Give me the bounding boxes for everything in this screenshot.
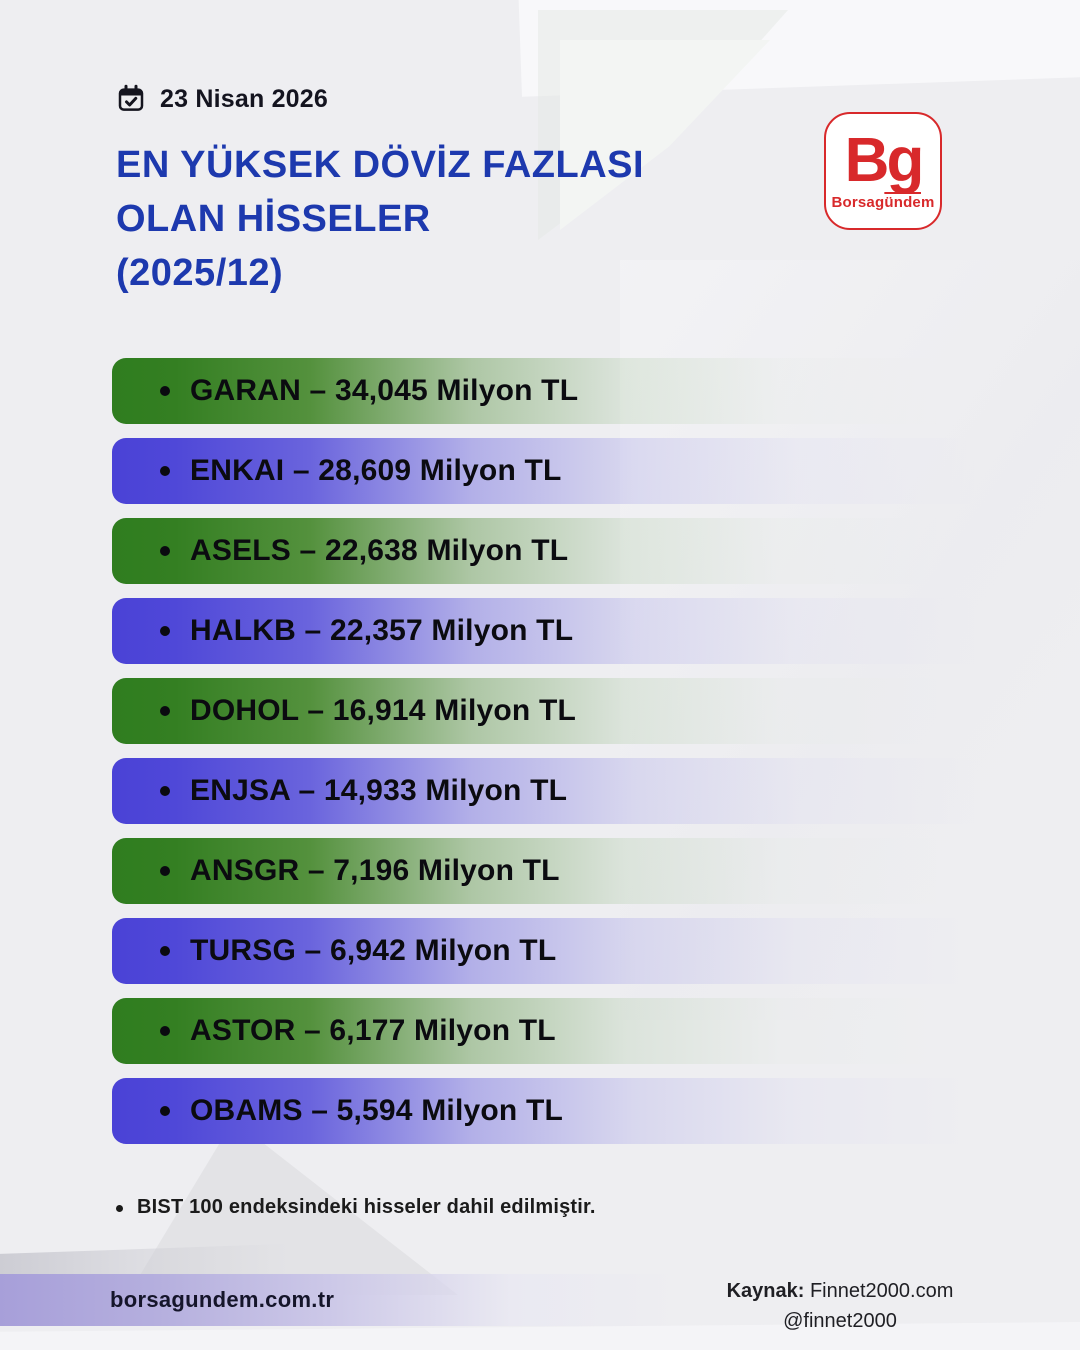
stock-label: ASELS – 22,638 Milyon TL [190, 534, 569, 567]
list-item-tursg: TURSG – 6,942 Milyon TL [112, 918, 1012, 984]
stock-label: HALKB – 22,357 Milyon TL [190, 614, 574, 647]
list-item-halkb: HALKB – 22,357 Milyon TL [112, 598, 1012, 664]
page-title: EN YÜKSEK DÖVİZ FAZLASI OLAN HİSSELER (2… [116, 138, 644, 300]
source-handle: @finnet2000 [783, 1310, 897, 1332]
bullet-dot [160, 866, 170, 876]
footnote: BIST 100 endeksindeki hisseler dahil edi… [116, 1196, 596, 1219]
list-item-garan: GARAN – 34,045 Milyon TL [112, 358, 1012, 424]
site-url: borsagundem.com.tr [110, 1287, 335, 1312]
bullet-dot [160, 466, 170, 476]
bullet-dot [160, 1106, 170, 1116]
stock-label: GARAN – 34,045 Milyon TL [190, 374, 579, 407]
list-item-obams: OBAMS – 5,594 Milyon TL [112, 1078, 1012, 1144]
bullet-dot [160, 946, 170, 956]
bullet-dot [160, 786, 170, 796]
source-line: Kaynak: Finnet2000.com [690, 1276, 990, 1306]
source-label: Kaynak: [726, 1280, 805, 1302]
list-item-enkai: ENKAI – 28,609 Milyon TL [112, 438, 1012, 504]
bullet-dot [160, 626, 170, 636]
title-line-2: OLAN HİSSELER [116, 198, 431, 240]
stock-label: OBAMS – 5,594 Milyon TL [190, 1094, 564, 1127]
date-text: 23 Nisan 2026 [160, 84, 328, 113]
list-item-asels: ASELS – 22,638 Milyon TL [112, 518, 1012, 584]
site-strip: borsagundem.com.tr [0, 1274, 880, 1326]
source-block: Kaynak: Finnet2000.com @finnet2000 [690, 1276, 990, 1336]
source-value: Finnet2000.com [809, 1280, 954, 1302]
footnote-text: BIST 100 endeksindeki hisseler dahil edi… [137, 1196, 596, 1218]
stock-bar-list: GARAN – 34,045 Milyon TL ENKAI – 28,609 … [112, 358, 1012, 1144]
stock-label: TURSG – 6,942 Milyon TL [190, 934, 557, 967]
stock-label: ENKAI – 28,609 Milyon TL [190, 454, 562, 487]
list-item-dohol: DOHOL – 16,914 Milyon TL [112, 678, 1012, 744]
calendar-check-icon [118, 84, 144, 111]
title-line-3: (2025/12) [116, 252, 284, 294]
stock-label: DOHOL – 16,914 Milyon TL [190, 694, 577, 727]
stock-label: ANSGR – 7,196 Milyon TL [190, 854, 560, 887]
date-row: 23 Nisan 2026 [116, 84, 328, 114]
title-line-1: EN YÜKSEK DÖVİZ FAZLASI [116, 144, 645, 186]
list-item-astor: ASTOR – 6,177 Milyon TL [112, 998, 1012, 1064]
bullet-dot [160, 386, 170, 396]
borsagundem-logo: Bg Borsagündem [824, 112, 942, 230]
list-item-enjsa: ENJSA – 14,933 Milyon TL [112, 758, 1012, 824]
stock-label: ASTOR – 6,177 Milyon TL [190, 1014, 556, 1047]
bullet-dot [160, 546, 170, 556]
logo-monogram: Bg [844, 125, 925, 195]
bg-decor-top-band [518, 0, 1080, 97]
stock-label: ENJSA – 14,933 Milyon TL [190, 774, 568, 807]
bullet-dot [160, 1026, 170, 1036]
bullet-dot [116, 1205, 123, 1212]
list-item-ansgr: ANSGR – 7,196 Milyon TL [112, 838, 1012, 904]
logo-name: Borsagündem [831, 193, 935, 211]
bullet-dot [160, 706, 170, 716]
